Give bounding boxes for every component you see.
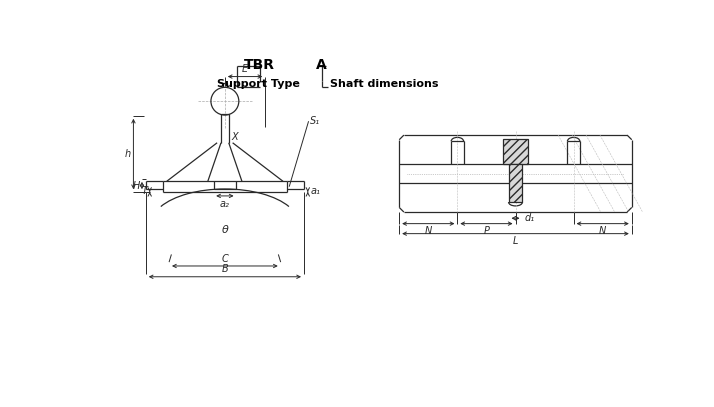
Bar [503,139,528,164]
Text: S₁: S₁ [310,116,321,126]
Text: θ: θ [221,225,228,235]
Text: C: C [221,254,228,264]
Text: a₁: a₁ [311,186,321,195]
Text: L: L [513,236,518,246]
Text: d₁: d₁ [525,213,535,223]
Text: X: X [231,131,238,142]
Text: A: A [316,58,327,72]
Text: B: B [221,265,228,274]
Text: N: N [599,226,606,236]
Bar [508,164,523,202]
Text: E: E [242,64,248,74]
Text: Support Type: Support Type [217,79,300,89]
Text: H: H [132,181,140,190]
Text: T: T [141,186,147,195]
Text: P: P [483,226,489,236]
Text: Shaft dimensions: Shaft dimensions [329,79,438,89]
Text: TBR: TBR [244,58,276,72]
Text: h: h [124,149,131,159]
Text: a₂: a₂ [220,199,230,209]
Text: N: N [425,226,432,236]
